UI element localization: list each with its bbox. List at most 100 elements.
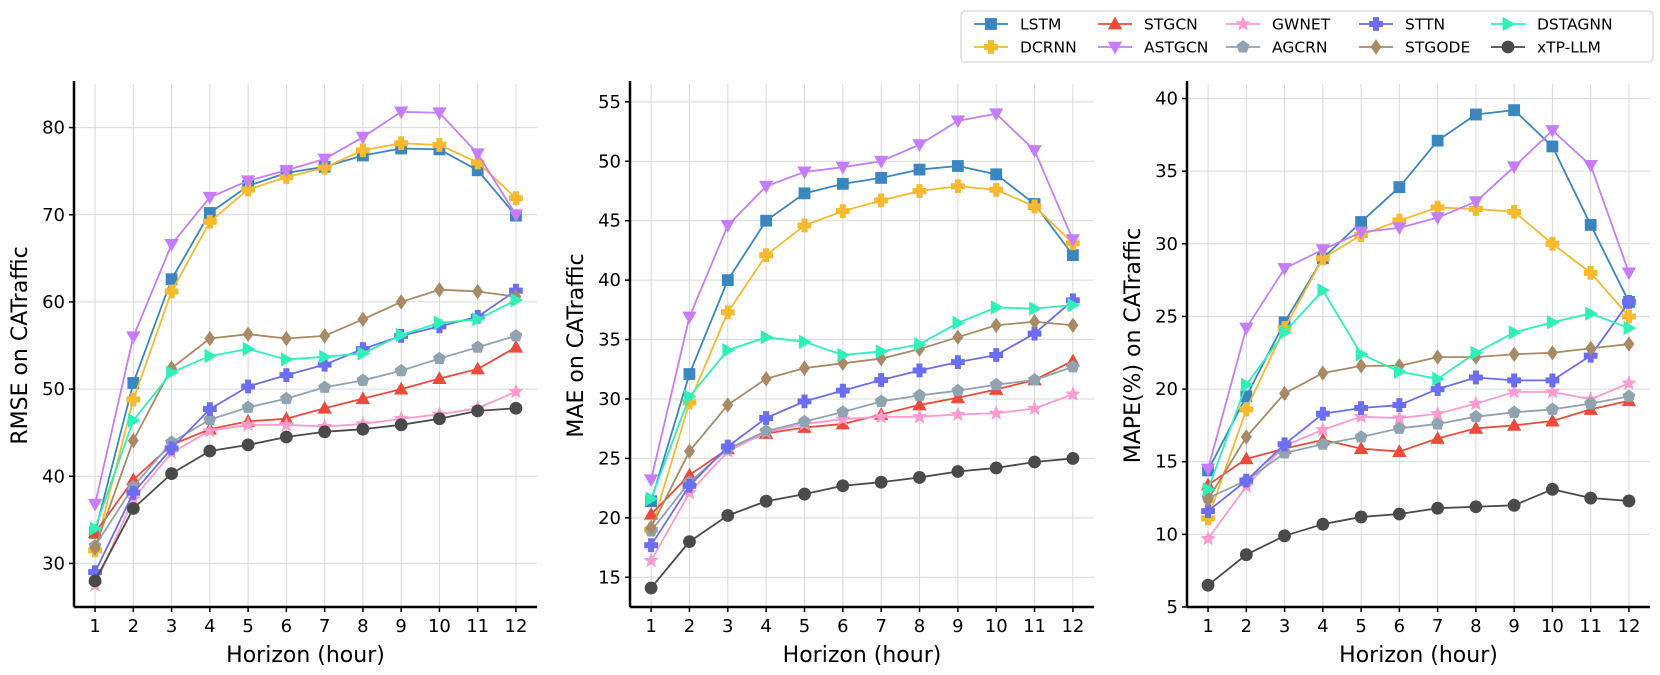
series-line-dcrnn: [1207, 206, 1630, 519]
data-point-dcrnn: [950, 179, 965, 194]
series-line-gwnet: [94, 390, 517, 586]
mae-y-axis-title: MAE on CATraffic: [564, 253, 589, 437]
data-point-xtp-llm: [1469, 500, 1483, 514]
data-point-sttn: [989, 348, 1004, 362]
data-point-dstagnn: [242, 341, 256, 357]
data-point-sttn: [835, 383, 850, 398]
data-point-agcrn: [471, 340, 485, 353]
data-point-agcrn: [1028, 373, 1042, 386]
data-point-astgcn: [1468, 196, 1484, 209]
series-agcrn: [88, 329, 523, 552]
series-gwnet: [643, 386, 1081, 568]
data-point-stgcn: [508, 339, 524, 353]
data-point-xtp-llm: [683, 535, 696, 549]
data-point-dstagnn: [166, 365, 179, 380]
data-point-astgcn: [1545, 125, 1560, 138]
data-point-astgcn: [950, 115, 966, 129]
data-point-xtp-llm: [644, 581, 658, 595]
data-point-dcrnn: [1507, 204, 1522, 219]
legend-item-gwnet: GWNET: [1226, 16, 1331, 34]
data-point-lstm: [836, 177, 849, 190]
series-line-agcrn: [94, 335, 517, 547]
data-point-agcrn: [798, 414, 811, 428]
data-point-stgcn: [1430, 431, 1445, 444]
data-point-agcrn: [509, 329, 523, 342]
x-tick-label: 8: [357, 616, 368, 637]
series-line-agcrn: [1207, 395, 1630, 499]
series-line-dcrnn: [94, 142, 517, 551]
data-point-sttn: [126, 485, 141, 500]
data-point-agcrn: [1066, 360, 1080, 373]
data-point-dstagnn: [89, 521, 103, 536]
mape-y-axis-title: MAPE(%) on CATraffic: [1121, 228, 1146, 463]
data-point-stgode: [89, 540, 101, 556]
data-point-dcrnn: [759, 248, 774, 263]
data-point-dstagnn: [1067, 297, 1081, 313]
data-point-xtp-llm: [1546, 482, 1559, 496]
y-tick-label: 80: [42, 118, 65, 139]
series-dcrnn: [88, 136, 523, 558]
data-point-sttn: [759, 411, 774, 425]
x-tick-label: 1: [645, 616, 656, 637]
x-tick-label: 4: [204, 616, 215, 637]
data-point-stgode: [952, 329, 964, 345]
x-tick-label: 10: [428, 616, 451, 637]
series-line-stgode: [650, 320, 1073, 528]
data-point-astgcn: [126, 331, 141, 345]
x-tick-label: 6: [837, 616, 848, 637]
data-point-agcrn: [1584, 396, 1598, 410]
data-point-xtp-llm: [721, 509, 735, 522]
data-point-astgcn: [1583, 159, 1598, 173]
data-point-sttn: [317, 357, 332, 372]
data-point-dcrnn: [1027, 199, 1042, 214]
data-point-xtp-llm: [1316, 517, 1330, 531]
data-point-dstagnn: [760, 329, 774, 345]
series-sttn: [1201, 295, 1636, 519]
data-point-xtp-llm: [1066, 452, 1080, 465]
legend-item-lstm: LSTM: [974, 16, 1061, 34]
data-point-xtp-llm: [798, 487, 811, 501]
data-point-sttn: [202, 402, 217, 417]
data-point-agcrn: [1469, 409, 1483, 423]
data-point-astgcn: [989, 108, 1004, 122]
data-point-sttn: [1622, 295, 1636, 309]
x-tick-label: 12: [505, 616, 528, 637]
data-point-agcrn: [241, 400, 255, 413]
data-point-astgcn: [1315, 244, 1331, 257]
data-point-sttn: [912, 363, 927, 378]
data-point-stgode: [357, 311, 369, 328]
data-point-stgode: [1508, 346, 1520, 362]
data-point-xtp-llm: [1431, 501, 1445, 515]
data-point-gwnet: [835, 411, 851, 426]
mae-series: [643, 108, 1081, 595]
data-point-dstagnn: [1317, 283, 1331, 298]
data-point-astgcn: [643, 474, 659, 488]
data-point-xtp-llm: [874, 475, 888, 489]
data-point-dstagnn: [990, 300, 1004, 315]
series-line-sttn: [1207, 301, 1630, 512]
data-point-sttn: [279, 368, 294, 383]
y-tick-label: 40: [1155, 89, 1178, 110]
data-point-dstagnn: [357, 346, 371, 361]
data-point-sttn: [1027, 326, 1042, 341]
y-tick-label: 35: [598, 330, 621, 351]
data-point-astgcn: [1239, 322, 1254, 336]
legend-label-lstm: LSTM: [1020, 16, 1061, 34]
x-tick-label: 2: [128, 616, 139, 637]
data-point-dstagnn: [472, 312, 486, 327]
y-tick-label: 40: [42, 466, 65, 487]
series-line-gwnet: [650, 393, 1074, 562]
series-line-dstagnn: [1207, 289, 1630, 490]
data-point-astgcn: [470, 148, 485, 162]
series-line-sttn: [94, 289, 517, 573]
data-point-astgcn: [1353, 226, 1369, 240]
data-point-dstagnn: [952, 315, 966, 331]
series-astgcn: [87, 106, 524, 512]
data-point-dstagnn: [127, 413, 141, 428]
data-point-agcrn: [913, 388, 926, 401]
legend-label-dcrnn: DCRNN: [1020, 39, 1077, 57]
data-point-gwnet: [202, 422, 218, 438]
x-tick-label: 5: [242, 616, 253, 637]
data-point-stgode: [760, 371, 772, 387]
data-point-dstagnn: [1547, 315, 1560, 330]
